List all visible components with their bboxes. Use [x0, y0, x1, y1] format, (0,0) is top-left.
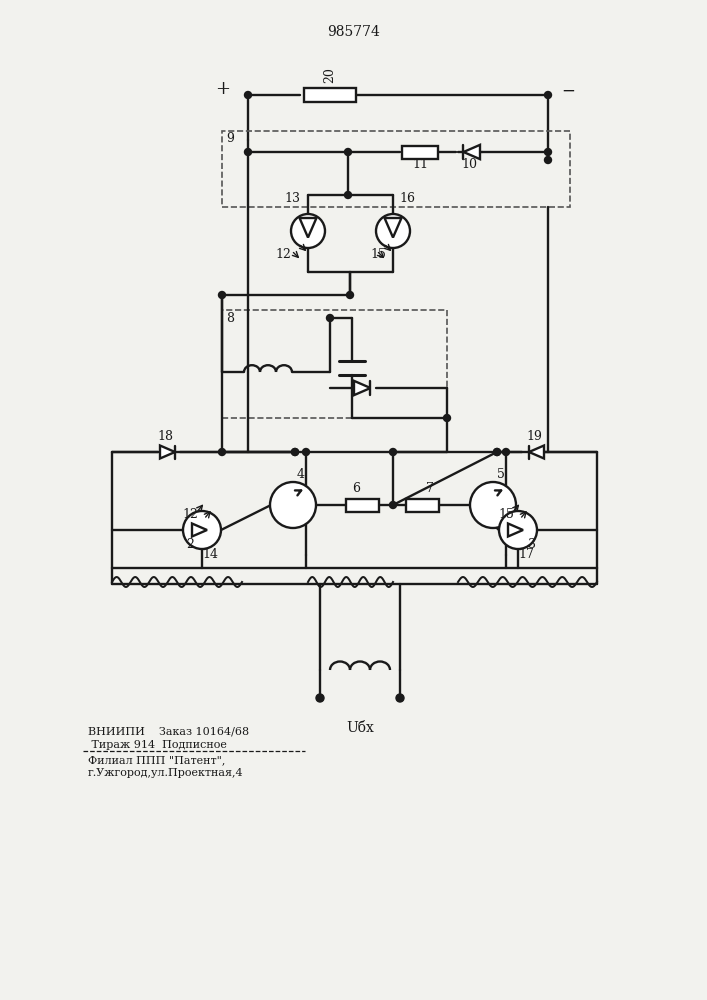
- Circle shape: [327, 314, 334, 322]
- Text: 7: 7: [426, 482, 434, 494]
- Polygon shape: [160, 446, 175, 458]
- Text: 3: 3: [528, 538, 536, 550]
- Circle shape: [245, 92, 252, 99]
- Text: Uбх: Uбх: [346, 721, 374, 735]
- Text: +: +: [216, 80, 230, 98]
- Text: 20: 20: [324, 67, 337, 83]
- Circle shape: [344, 192, 351, 198]
- Text: 6: 6: [352, 482, 360, 494]
- Circle shape: [443, 414, 450, 422]
- Circle shape: [396, 694, 404, 702]
- Circle shape: [291, 214, 325, 248]
- Text: 15: 15: [498, 508, 514, 520]
- Text: 2: 2: [186, 538, 194, 550]
- Text: 12: 12: [182, 508, 198, 520]
- Text: 12: 12: [275, 247, 291, 260]
- Circle shape: [303, 448, 310, 456]
- Circle shape: [376, 214, 410, 248]
- Bar: [402, 145, 438, 158]
- Text: 8: 8: [226, 312, 234, 324]
- Polygon shape: [529, 446, 544, 458]
- Circle shape: [499, 511, 537, 549]
- Circle shape: [346, 292, 354, 298]
- Text: 13: 13: [284, 192, 300, 205]
- Text: 18: 18: [157, 430, 173, 444]
- Text: 985774: 985774: [327, 25, 380, 39]
- Circle shape: [544, 156, 551, 163]
- Circle shape: [544, 148, 551, 155]
- Text: г.Ужгород,ул.Проектная,4: г.Ужгород,ул.Проектная,4: [88, 768, 244, 778]
- Circle shape: [544, 92, 551, 99]
- Circle shape: [291, 448, 298, 456]
- Text: 11: 11: [412, 157, 428, 170]
- Circle shape: [503, 448, 510, 456]
- Circle shape: [291, 448, 298, 456]
- Circle shape: [493, 448, 501, 456]
- Text: 4: 4: [297, 468, 305, 482]
- Circle shape: [218, 448, 226, 456]
- Circle shape: [390, 502, 397, 508]
- Polygon shape: [508, 524, 523, 536]
- Text: 16: 16: [399, 192, 415, 205]
- Text: 15: 15: [370, 247, 386, 260]
- Polygon shape: [354, 381, 370, 395]
- Circle shape: [390, 448, 397, 456]
- Circle shape: [183, 511, 221, 549]
- Text: 9: 9: [226, 131, 234, 144]
- Circle shape: [493, 448, 501, 456]
- Text: ВНИИПИ    Заказ 10164/68: ВНИИПИ Заказ 10164/68: [88, 727, 249, 737]
- Circle shape: [218, 292, 226, 298]
- Text: Тираж 914  Подписное: Тираж 914 Подписное: [88, 740, 227, 750]
- Text: 14: 14: [202, 548, 218, 562]
- Bar: [222, 131, 570, 207]
- Polygon shape: [464, 145, 480, 159]
- Text: 17: 17: [518, 548, 534, 562]
- Polygon shape: [300, 218, 317, 237]
- Circle shape: [245, 148, 252, 155]
- Text: Филиал ППП "Патент",: Филиал ППП "Патент",: [88, 755, 226, 765]
- Circle shape: [344, 148, 351, 155]
- Bar: [222, 310, 447, 418]
- Text: 19: 19: [526, 430, 542, 444]
- Bar: [304, 88, 356, 102]
- Circle shape: [470, 482, 516, 528]
- Polygon shape: [385, 218, 402, 237]
- Bar: [407, 498, 440, 512]
- Text: −: −: [561, 83, 575, 100]
- Circle shape: [270, 482, 316, 528]
- Text: 5: 5: [497, 468, 505, 482]
- Polygon shape: [192, 524, 207, 536]
- Text: 10: 10: [461, 157, 477, 170]
- Bar: [346, 498, 380, 512]
- Circle shape: [316, 694, 324, 702]
